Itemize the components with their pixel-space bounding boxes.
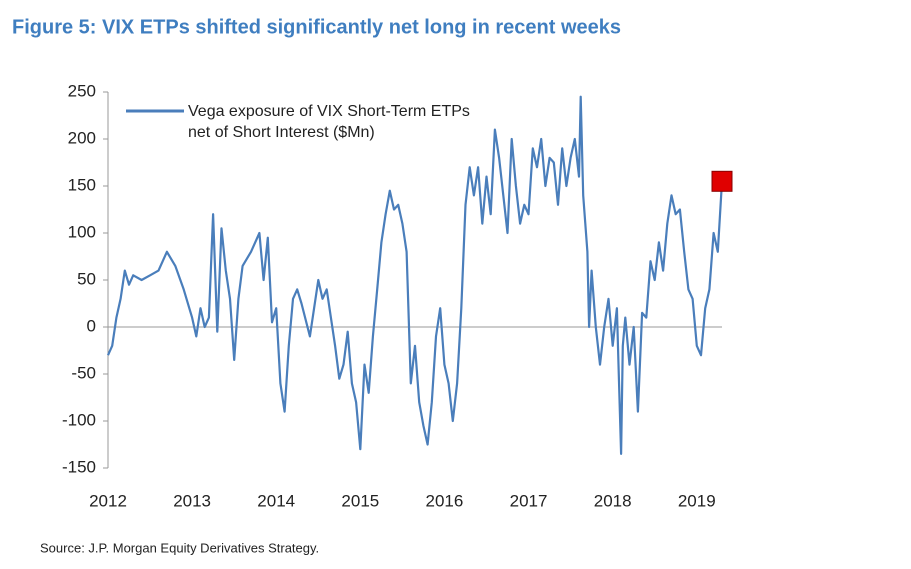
x-tick-label: 2014: [257, 491, 295, 510]
x-tick-label: 2017: [510, 491, 548, 510]
y-tick-label: -100: [62, 410, 96, 429]
y-tick-label: 200: [68, 128, 96, 147]
series-line: [106, 95, 724, 455]
y-tick-label: 0: [87, 316, 96, 335]
y-tick-label: 50: [77, 269, 96, 288]
x-tick-label: 2016: [426, 491, 464, 510]
chart-title: Figure 5: VIX ETPs shifted significantly…: [12, 16, 621, 38]
x-tick-label: 2018: [594, 491, 632, 510]
last-value-marker: [711, 170, 733, 192]
y-tick-label: 150: [68, 175, 96, 194]
y-tick-label: 100: [68, 222, 96, 241]
y-tick-label: -150: [62, 457, 96, 476]
x-tick-label: 2013: [173, 491, 211, 510]
x-tick-label: 2012: [89, 491, 127, 510]
legend-label: Vega exposure of VIX Short-Term ETPs net…: [188, 103, 470, 141]
x-tick-label: 2019: [678, 491, 716, 510]
x-tick-label: 2015: [341, 491, 379, 510]
y-tick-label: -50: [71, 363, 96, 382]
source-note: Source: J.P. Morgan Equity Derivatives S…: [40, 540, 319, 555]
y-tick-label: 250: [68, 81, 96, 100]
